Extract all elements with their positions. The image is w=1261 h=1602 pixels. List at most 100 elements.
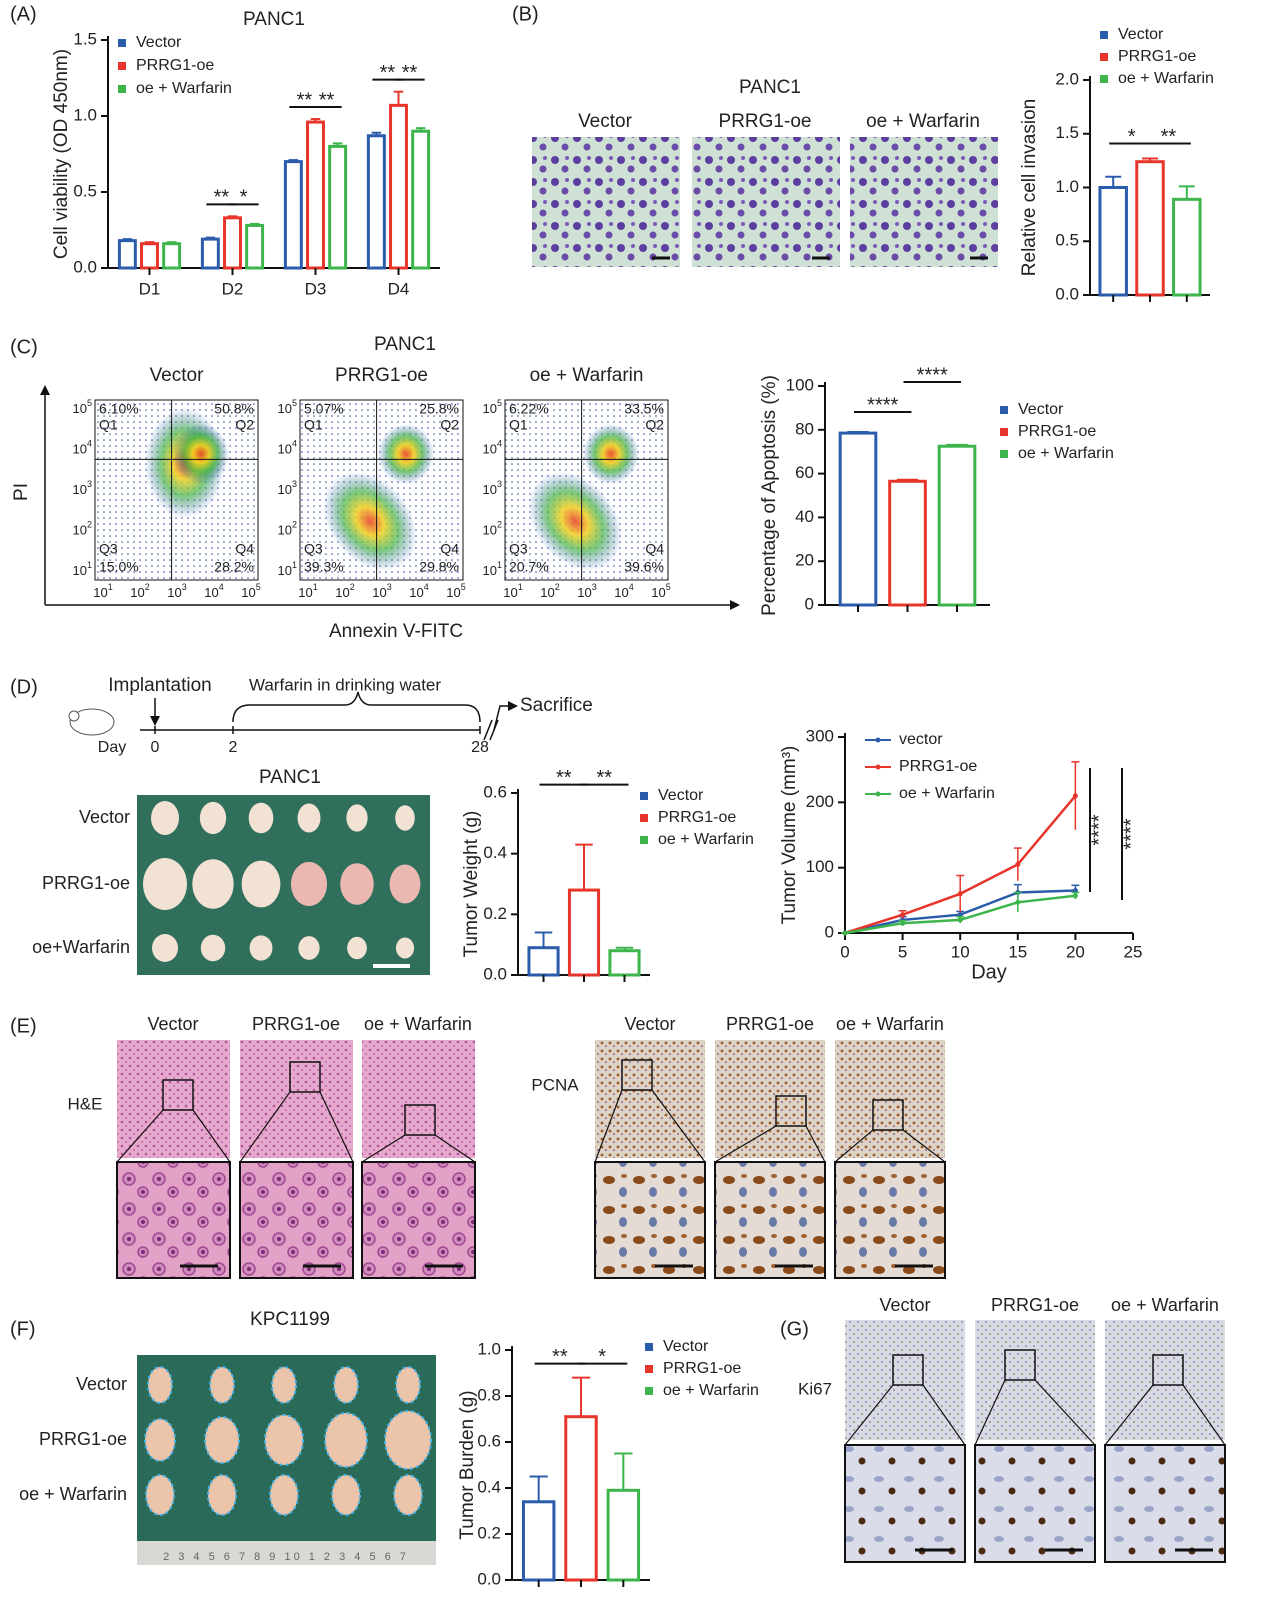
- y-tick-label: 0.6: [477, 1431, 501, 1450]
- zoom-frame: [239, 1161, 354, 1279]
- zoom-line: [714, 1125, 777, 1163]
- bar: [245, 223, 265, 270]
- tick-label: 104: [409, 582, 428, 600]
- tick-label: 105: [241, 582, 260, 600]
- tick-base: 10: [278, 442, 292, 457]
- tick-label: 102: [335, 582, 354, 600]
- x-tick-label: 20: [1066, 942, 1085, 961]
- tick-base: 10: [483, 482, 497, 497]
- tick-label: 104: [278, 439, 297, 457]
- timeline-axis-label: Day: [98, 739, 126, 756]
- point: [957, 891, 963, 897]
- error-bar: [249, 222, 260, 226]
- tumor: [209, 1366, 235, 1404]
- significance-label: **: [319, 89, 335, 111]
- tick-base: 10: [483, 442, 497, 457]
- quadrant-name: Q2: [645, 417, 664, 433]
- legend-marker: [645, 1343, 653, 1351]
- legend-marker: [875, 791, 881, 797]
- stain-label: Ki67: [798, 1379, 832, 1398]
- x-tick-label: D2: [222, 279, 244, 298]
- flow-density: [323, 471, 417, 571]
- point: [900, 920, 906, 926]
- quadrant-value: 25.8%: [419, 401, 459, 417]
- zoom-line: [974, 1379, 1006, 1446]
- panel-label: (C): [10, 336, 38, 358]
- flow-density: [528, 471, 622, 571]
- error-bar: [946, 443, 968, 447]
- tumor: [395, 805, 415, 831]
- legend-marker: [1100, 53, 1108, 61]
- y-tick-label: 100: [806, 857, 834, 876]
- y-tick-label: 0.5: [1055, 231, 1079, 250]
- tick-label: 102: [278, 520, 297, 538]
- tick-label: 103: [167, 582, 186, 600]
- tick-label: 104: [73, 439, 92, 457]
- tumor: [249, 935, 273, 961]
- tick-exponent: 2: [555, 582, 560, 592]
- error-bar: [393, 90, 404, 106]
- tick-base: 10: [298, 585, 312, 600]
- column-label: Vector: [624, 1014, 675, 1034]
- point: [842, 930, 848, 936]
- column-label: Vector: [578, 111, 633, 132]
- tick-label: 103: [372, 582, 391, 600]
- zoom-box: [892, 1354, 924, 1386]
- tick-base: 10: [278, 523, 292, 538]
- bar: [162, 242, 182, 270]
- x-axis-label: Day: [971, 961, 1007, 983]
- tick-exponent: 2: [145, 582, 150, 592]
- tick-exponent: 1: [518, 582, 523, 592]
- significance-label: *: [240, 187, 248, 209]
- quadrant-name: Q2: [440, 417, 459, 433]
- tick-label: 105: [651, 582, 670, 600]
- tick-exponent: 5: [87, 398, 92, 408]
- micrograph-zoom: [595, 1162, 705, 1278]
- significance-label: **: [380, 62, 396, 84]
- tumor: [384, 1410, 432, 1470]
- panel-title: PANC1: [739, 77, 801, 98]
- quadrant-name: Q2: [235, 417, 254, 433]
- legend-marker: [640, 814, 648, 822]
- legend-marker: [640, 836, 648, 844]
- zoom-line: [1104, 1384, 1154, 1446]
- panel-label: (G): [780, 1318, 809, 1340]
- tick-exponent: 1: [313, 582, 318, 592]
- error-bar: [310, 118, 321, 123]
- tumor: [192, 859, 234, 909]
- tick-exponent: 4: [292, 439, 297, 449]
- legend-marker: [118, 62, 126, 70]
- zoom-line: [1182, 1384, 1226, 1446]
- quadrant-name: Q3: [509, 541, 528, 557]
- bar: [527, 946, 560, 977]
- timeline-label: Warfarin in drinking water: [249, 675, 441, 694]
- y-tick-label: 0.0: [477, 1569, 501, 1588]
- bar: [389, 103, 408, 270]
- bar: [1098, 186, 1128, 297]
- mouse-icon: [69, 708, 115, 736]
- x-axis-label: Annexin V-FITC: [329, 621, 463, 642]
- quadrant-value: 6.10%: [99, 401, 139, 417]
- row-label: Vector: [79, 807, 130, 827]
- tick-base: 10: [503, 585, 517, 600]
- timeline-day: 0: [151, 739, 160, 756]
- panel-label: (F): [10, 1318, 36, 1340]
- break-mark: [483, 719, 493, 741]
- legend-label: Vector: [663, 1338, 709, 1355]
- error-bar: [615, 946, 634, 951]
- column-label: oe + Warfarin: [866, 111, 980, 132]
- tick-exponent: 3: [182, 582, 187, 592]
- quadrant-name: Q4: [440, 541, 459, 557]
- y-tick-label: 200: [806, 792, 834, 811]
- tick-exponent: 3: [87, 479, 92, 489]
- tick-exponent: 5: [292, 398, 297, 408]
- error-bar: [896, 478, 919, 482]
- legend-marker: [875, 764, 881, 770]
- column-label: oe + Warfarin: [1111, 1295, 1219, 1315]
- tumor: [290, 861, 328, 907]
- bar: [117, 239, 137, 270]
- legend-label: oe + Warfarin: [1118, 70, 1214, 87]
- error-bar: [575, 843, 593, 891]
- error-bar: [1105, 175, 1122, 188]
